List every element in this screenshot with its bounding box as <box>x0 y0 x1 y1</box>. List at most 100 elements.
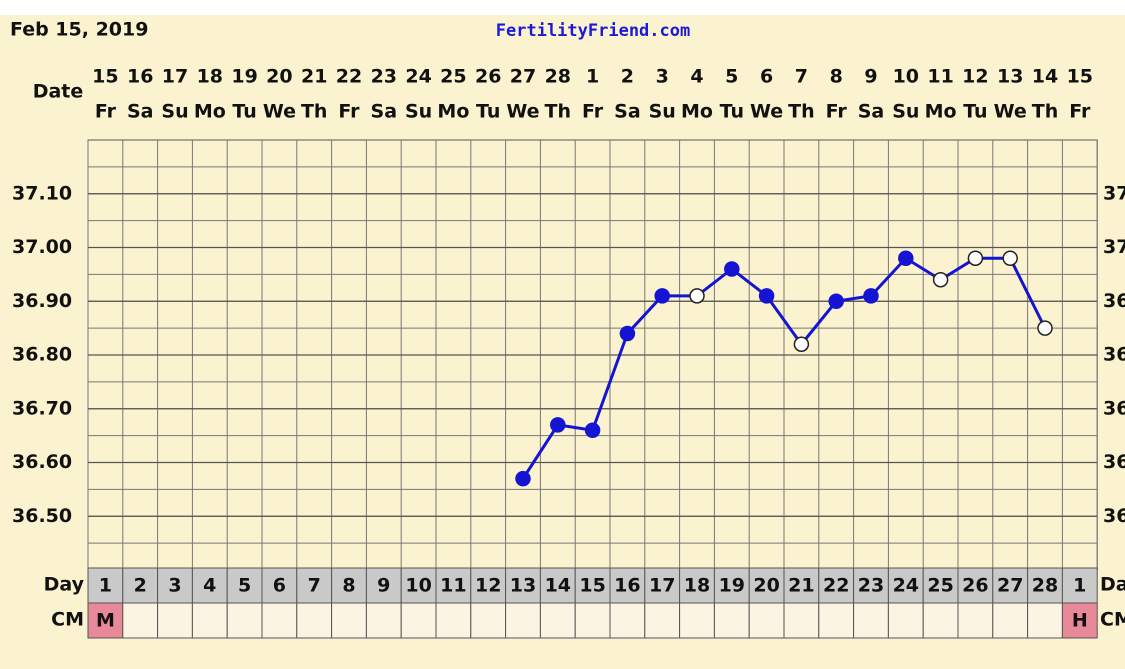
temperature-point <box>828 293 844 309</box>
y-tick-label: 36.50 <box>12 505 72 527</box>
cm-cell <box>539 602 576 639</box>
cycle-day: 8 <box>342 575 355 597</box>
cycle-day: 10 <box>405 575 431 597</box>
weekday-label: Sa <box>614 101 641 123</box>
weekday-label: We <box>506 101 539 123</box>
weekday-label: Th <box>788 101 815 123</box>
cycle-day: 9 <box>377 575 390 597</box>
temperature-point <box>932 272 949 288</box>
cycle-day: 24 <box>893 575 919 597</box>
weekday-label: Th <box>1032 101 1059 123</box>
cycle-day: 23 <box>858 575 884 597</box>
x-tick-label: 25 <box>440 66 466 88</box>
x-tick-label: 10 <box>893 66 919 88</box>
x-tick-label: 19 <box>231 66 257 88</box>
y-tick-label: 37.10 <box>12 182 72 204</box>
weekday-label: Mo <box>681 101 713 123</box>
temperature-point <box>898 250 914 266</box>
x-tick-label: 16 <box>127 66 153 88</box>
x-tick-label: 18 <box>197 66 223 88</box>
temperature-point <box>967 250 984 266</box>
day-cell <box>296 567 333 604</box>
cycle-day: 7 <box>308 575 321 597</box>
y-tick-label: 36.50 <box>1103 505 1125 527</box>
cycle-day: 12 <box>475 575 501 597</box>
cm-cell <box>748 602 785 639</box>
x-tick-label: 9 <box>864 66 877 88</box>
day-cell <box>122 567 159 604</box>
y-tick-label: 36.70 <box>1103 397 1125 419</box>
y-tick-label: 36.70 <box>12 397 72 419</box>
weekday-label: Mo <box>925 101 957 123</box>
temperature-line <box>521 256 1047 480</box>
y-tick-label: 36.80 <box>1103 344 1125 366</box>
weekday-label: Su <box>649 101 676 123</box>
weekday-label: Fr <box>582 101 604 123</box>
x-tick-label: 20 <box>266 66 292 88</box>
x-tick-label: 17 <box>162 66 188 88</box>
temperature-point <box>1037 320 1053 336</box>
x-tick-label: 2 <box>621 66 634 88</box>
y-tick-label: 36.60 <box>12 451 72 473</box>
x-tick-label: 21 <box>301 66 327 88</box>
cycle-day: 26 <box>962 575 988 597</box>
cycle-day: 20 <box>753 575 779 597</box>
x-tick-label: 22 <box>336 66 362 88</box>
day-cell <box>365 567 402 604</box>
x-tick-label: 26 <box>475 66 501 88</box>
cycle-day: 27 <box>997 575 1023 597</box>
cm-cell <box>644 602 681 639</box>
y-tick-label: 37.00 <box>12 236 72 258</box>
cm-cell <box>783 602 820 639</box>
weekday-label: Su <box>161 101 188 123</box>
y-tick-label: 36.90 <box>12 290 72 312</box>
x-tick-label: 15 <box>1067 66 1093 88</box>
weekday-label: Su <box>405 101 432 123</box>
cycle-day: 1 <box>99 575 112 597</box>
x-tick-label: 4 <box>690 66 703 88</box>
cycle-day: 14 <box>545 575 571 597</box>
temperature-point <box>758 288 775 304</box>
temperature-point <box>1002 250 1018 266</box>
cycle-day: 21 <box>788 575 814 597</box>
weekday-label: Mo <box>194 101 226 123</box>
x-tick-label: 5 <box>725 66 738 88</box>
row-label: CM <box>1100 609 1125 631</box>
cm-cell <box>713 602 750 639</box>
day-cell <box>922 567 959 604</box>
y-tick-label: 37.00 <box>1103 236 1125 258</box>
x-tick-label: 24 <box>405 66 431 88</box>
day-cell <box>191 567 228 604</box>
weekday-label: Su <box>892 101 919 123</box>
cm-cell <box>853 602 889 639</box>
weekday-label: Sa <box>858 101 885 123</box>
cycle-day: 11 <box>440 575 466 597</box>
cm-cell <box>365 602 402 639</box>
x-tick-label: 3 <box>656 66 669 88</box>
weekday-label: Tu <box>476 101 500 123</box>
cm-cell <box>470 602 507 639</box>
weekday-label: Fr <box>95 101 117 123</box>
x-tick-label: 11 <box>927 66 953 88</box>
cm-label: H <box>1072 610 1088 632</box>
cm-cell <box>818 602 855 639</box>
cm-cell <box>574 602 611 639</box>
cm-cell <box>679 602 715 639</box>
day-cell <box>609 567 646 604</box>
cycle-day: 17 <box>649 575 675 597</box>
cm-cell <box>400 602 437 639</box>
chart-title: Feb 15, 2019 <box>10 19 148 41</box>
x-tick-label: 15 <box>92 66 118 88</box>
day-cell <box>435 567 472 604</box>
x-tick-label: 1 <box>586 66 599 88</box>
cycle-day: 22 <box>823 575 849 597</box>
cycle-day: 15 <box>579 575 605 597</box>
cycle-day: 16 <box>614 575 640 597</box>
x-tick-label: 12 <box>962 66 988 88</box>
x-tick-label: 13 <box>997 66 1023 88</box>
weekday-label: Th <box>301 101 328 123</box>
weekday-label: Sa <box>127 101 154 123</box>
cm-cell <box>331 602 367 639</box>
temperature-point <box>619 325 636 342</box>
